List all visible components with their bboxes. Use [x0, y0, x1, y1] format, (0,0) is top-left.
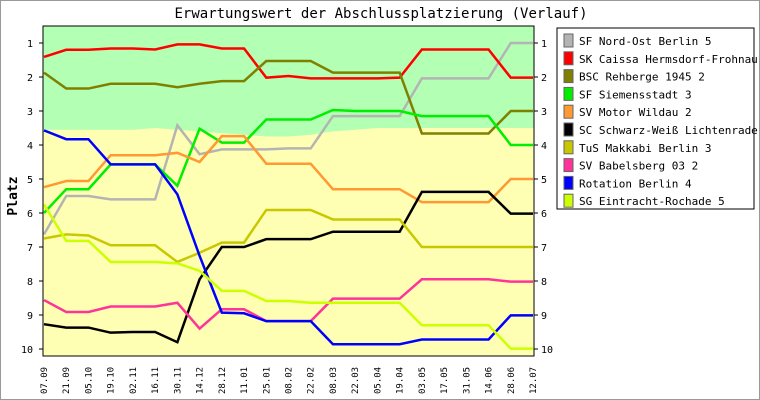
x-tick-label: 11.01 — [240, 367, 250, 394]
y-tick-label-left: 9 — [27, 311, 33, 322]
plot-frame — [42, 25, 535, 357]
legend-swatch — [563, 158, 574, 173]
y-tick-label-left: 3 — [27, 107, 33, 118]
x-tick-label: 28.12 — [218, 367, 228, 394]
x-tick-label: 14.06 — [485, 367, 495, 394]
series-line-6 — [43, 208, 533, 264]
legend-label: SV Babelsberg 03 2 — [579, 160, 698, 173]
x-tick-label: 28.06 — [507, 367, 517, 394]
y-tick-label-left: 7 — [27, 243, 33, 254]
y-tick-label-right: 9 — [541, 311, 547, 322]
y-tick-label-right: 10 — [541, 345, 553, 356]
x-tick-label: 19.04 — [396, 367, 406, 394]
legend-swatch — [563, 140, 574, 155]
legend-label: SK Caissa Hermsdorf-Frohnau 3 — [579, 53, 759, 66]
x-tick-label: 08.03 — [329, 367, 339, 394]
chart-title: Erwartungswert der Abschlussplatzierung … — [174, 6, 587, 22]
x-tick-label: 22.02 — [307, 367, 317, 394]
x-tick-label: 16.11 — [151, 367, 161, 394]
x-tick-label: 30.11 — [173, 367, 183, 394]
x-tick-label: 31.05 — [462, 367, 472, 394]
legend-swatch — [563, 51, 574, 66]
y-tick-label-left: 2 — [27, 73, 33, 84]
series-line-0 — [42, 41, 533, 236]
x-tick-label: 22.03 — [351, 367, 361, 394]
y-tick-label-right: 5 — [541, 175, 547, 186]
legend-swatch — [563, 175, 574, 190]
y-tick-label-left: 1 — [27, 39, 33, 50]
x-tick-label: 05.10 — [84, 367, 94, 394]
x-tick-label: 25.01 — [262, 367, 272, 394]
x-tick-label: 17.05 — [440, 367, 450, 394]
legend-swatch — [563, 86, 574, 101]
y-tick-label-right: 2 — [541, 73, 547, 84]
y-tick-label-left: 10 — [21, 345, 33, 356]
legend-label: SF Nord-Ost Berlin 5 — [579, 35, 711, 48]
series-line-4 — [43, 134, 533, 204]
y-axis-label: Platz — [6, 176, 21, 215]
y-tick-label-right: 6 — [541, 209, 547, 220]
legend-label: SV Motor Wildau 2 — [579, 106, 692, 119]
y-tick-label-right: 3 — [541, 107, 547, 118]
x-tick-label: 03.05 — [418, 367, 428, 394]
legend-swatch — [563, 193, 574, 208]
series-line-2 — [43, 59, 533, 135]
x-tick-label: 05.04 — [373, 367, 383, 394]
x-tick-label: 19.10 — [107, 367, 117, 394]
legend-swatch — [563, 33, 574, 48]
x-tick-label: 21.09 — [62, 367, 72, 394]
legend-label: Rotation Berlin 4 — [579, 177, 692, 190]
series-line-8 — [43, 129, 533, 346]
legend-swatch — [563, 122, 574, 137]
upper-zone — [43, 26, 534, 137]
legend-label: TuS Makkabi Berlin 3 — [579, 142, 711, 155]
x-tick-label: 14.12 — [196, 367, 206, 394]
legend-label: SG Eintracht-Rochade 5 — [579, 195, 725, 208]
legend-swatch — [563, 104, 574, 119]
y-tick-label-left: 8 — [27, 277, 33, 288]
y-tick-label-left: 4 — [27, 141, 33, 152]
x-tick-label: 08.02 — [285, 367, 295, 394]
legend-label: SF Siemensstadt 3 — [579, 88, 692, 101]
legend-label: SC Schwarz-Weiß Lichtenrade 5 — [579, 124, 759, 137]
y-tick-label-right: 4 — [541, 141, 547, 152]
series-line-1 — [43, 43, 533, 80]
x-tick-label: 02.11 — [129, 367, 139, 394]
series-line-9 — [42, 203, 533, 350]
x-tick-label: 07.09 — [40, 367, 50, 394]
y-tick-label-right: 8 — [541, 277, 547, 288]
series-line-5 — [43, 190, 533, 344]
legend-label: BSC Rehberge 1945 2 — [579, 71, 705, 84]
y-tick-label-right: 7 — [541, 243, 547, 254]
y-tick-label-right: 1 — [541, 39, 547, 50]
y-tick-label-left: 6 — [27, 209, 33, 220]
x-tick-label: 12.07 — [529, 367, 539, 394]
legend — [556, 27, 755, 210]
y-tick-label-left: 5 — [27, 175, 33, 186]
legend-swatch — [563, 69, 574, 84]
